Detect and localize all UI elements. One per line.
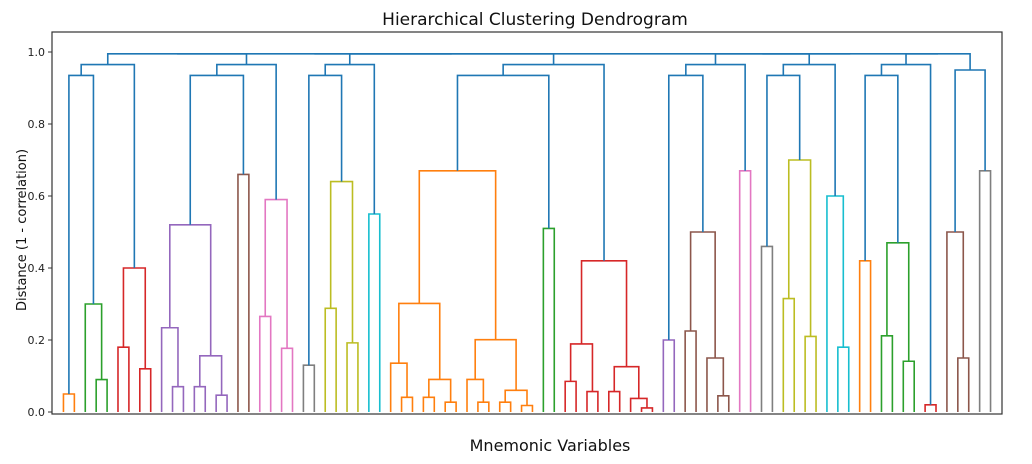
dendrogram-link	[787, 159, 812, 337]
dendrogram-link	[368, 213, 381, 412]
dendrogram-link	[237, 173, 250, 412]
dendrogram-link	[193, 385, 207, 412]
dendrogram-link	[837, 346, 850, 412]
dendrogram-link	[667, 74, 704, 340]
dendrogram-link	[608, 390, 621, 412]
dendrogram-link	[717, 395, 730, 412]
dendrogram-link	[329, 180, 354, 343]
dendrogram-link	[804, 335, 817, 412]
dendrogram-link	[685, 63, 746, 171]
dendrogram-link	[280, 347, 294, 412]
dendrogram-link	[684, 330, 697, 412]
dendrogram-link	[189, 74, 245, 225]
dendrogram-link	[160, 326, 179, 412]
dendrogram-link	[346, 342, 359, 412]
dendrogram-link	[902, 360, 915, 412]
dendrogram-link	[84, 303, 103, 412]
dendrogram-link	[80, 63, 136, 268]
plot-frame	[51, 31, 1003, 415]
dendrogram-link	[954, 69, 986, 232]
dendrogram-link	[398, 302, 441, 380]
dendrogram-link	[738, 170, 752, 412]
dendrogram-link	[662, 339, 676, 412]
dendrogram-link	[706, 357, 725, 412]
dendrogram-link	[400, 396, 414, 412]
dendrogram-link	[498, 401, 512, 412]
dendrogram-link	[444, 401, 457, 412]
dendrogram-link	[117, 346, 130, 412]
y-axis-label: Distance (1 - correlation)	[15, 149, 30, 311]
dendrogram-link	[474, 338, 517, 391]
y-tick-label: 0.6	[28, 190, 46, 203]
dendrogram-link	[880, 63, 932, 405]
dendrogram-link	[520, 404, 534, 412]
y-tick-label: 0.8	[28, 118, 46, 131]
dendrogram-link	[389, 362, 408, 412]
dendrogram-link	[95, 378, 108, 412]
y-axis-ticks: 0.0 0.2 0.4 0.6 0.8 1.0	[28, 46, 52, 419]
dendrogram-link	[422, 396, 436, 412]
dendrogram-link	[957, 357, 970, 412]
dendrogram-link	[122, 267, 147, 369]
dendrogram-link	[324, 63, 376, 214]
chart-title: Hierarchical Clustering Dendrogram	[382, 10, 688, 30]
dendrogram-link	[629, 397, 648, 412]
dendrogram-link	[782, 63, 836, 196]
dendrogram-link	[542, 227, 556, 412]
dendrogram-link	[428, 378, 452, 403]
dendrogram-link	[171, 385, 185, 412]
dendrogram-link	[477, 401, 490, 412]
dendrogram-link	[858, 260, 872, 412]
dendrogram-link	[782, 297, 796, 412]
dendrogram-link	[569, 343, 594, 392]
dendrogram-link	[766, 74, 801, 247]
dendrogram-link	[324, 307, 337, 412]
dendrogram-link	[466, 378, 485, 412]
dendrogram-link	[924, 404, 937, 412]
x-axis-label: Mnemonic Variables	[470, 436, 631, 455]
dendrogram-link	[258, 315, 272, 412]
dendrogram-link	[580, 260, 628, 367]
dendrogram-link	[264, 198, 288, 349]
dendrogram-link	[62, 393, 76, 412]
dendrogram-link	[216, 63, 277, 200]
dendrogram-link	[613, 365, 640, 399]
dendrogram-link	[760, 245, 774, 412]
y-tick-label: 0.0	[28, 406, 46, 419]
dendrogram-link	[456, 74, 550, 229]
dendrogram-link	[504, 389, 528, 406]
dendrogram-link	[68, 74, 95, 394]
dendrogram-link	[302, 364, 316, 412]
dendrogram-link	[586, 390, 599, 412]
y-tick-label: 0.2	[28, 334, 46, 347]
dendrogram-link	[978, 170, 992, 412]
dendrogram-link	[198, 355, 223, 396]
dendrogram-link	[946, 231, 965, 412]
dendrogram-link	[348, 53, 555, 65]
dendrogram-link	[864, 74, 899, 261]
dendrogram-links	[62, 53, 992, 412]
dendrogram-link	[564, 380, 577, 412]
dendrogram-link	[215, 394, 228, 412]
dendrogram-link	[106, 53, 248, 65]
dendrogram-link	[826, 195, 845, 412]
dendrogram-link	[418, 170, 497, 340]
dendrogram-link	[168, 224, 212, 356]
dendrogram-link	[139, 368, 152, 412]
dendrogram-link	[689, 231, 716, 358]
dendrogram-link	[886, 242, 910, 362]
dendrogram-link	[905, 53, 971, 70]
y-tick-label: 0.4	[28, 262, 46, 275]
dendrogram-link	[640, 407, 654, 412]
dendrogram-link	[714, 53, 811, 65]
dendrogram-link	[880, 335, 894, 412]
y-tick-label: 1.0	[28, 46, 46, 59]
